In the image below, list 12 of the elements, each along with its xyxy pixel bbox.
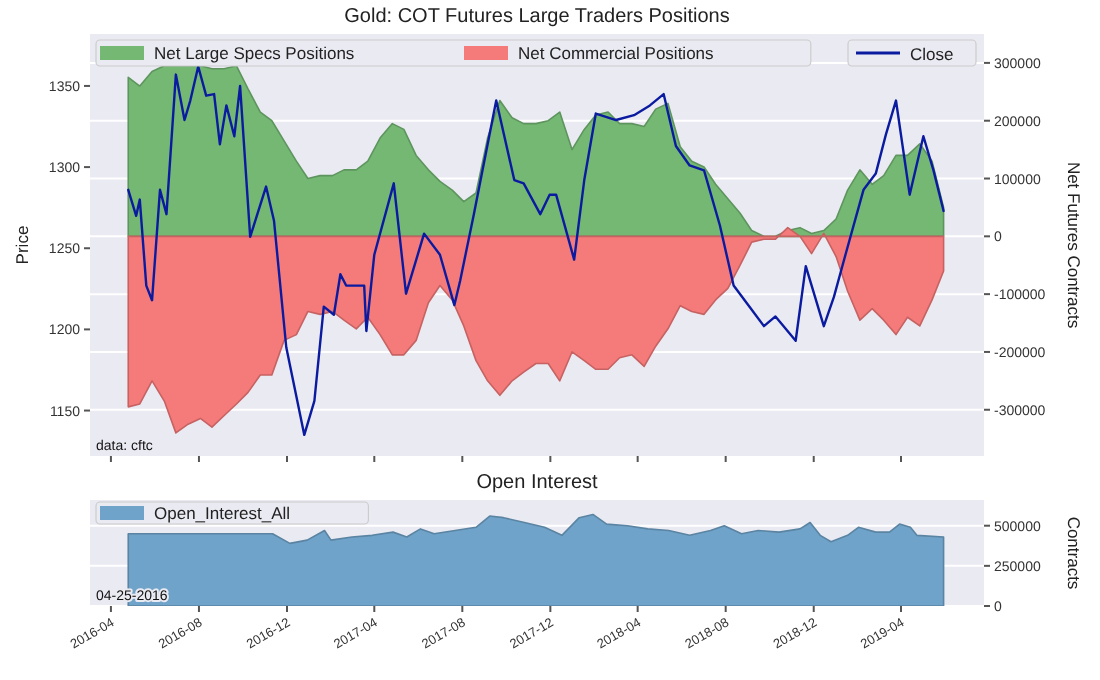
legend-label: Net Large Specs Positions: [154, 43, 355, 63]
legend: Open_Interest_All: [95, 501, 369, 525]
legend-label: Close: [910, 44, 955, 64]
chart-title: Open Interest: [476, 472, 599, 494]
y2-axis-title: Contracts: [1064, 516, 1084, 590]
legend-label: Net Commercial Positions: [518, 43, 714, 63]
y2-axis-title: Net Futures Contracts: [1064, 161, 1084, 329]
line-series: [127, 65, 945, 437]
y-axis-title: Price: [12, 225, 32, 265]
legend: Close: [847, 39, 977, 67]
series-label: Open_Interest_All: [154, 503, 291, 523]
chart-title: Gold: COT Futures Large Traders Positions: [344, 6, 730, 28]
